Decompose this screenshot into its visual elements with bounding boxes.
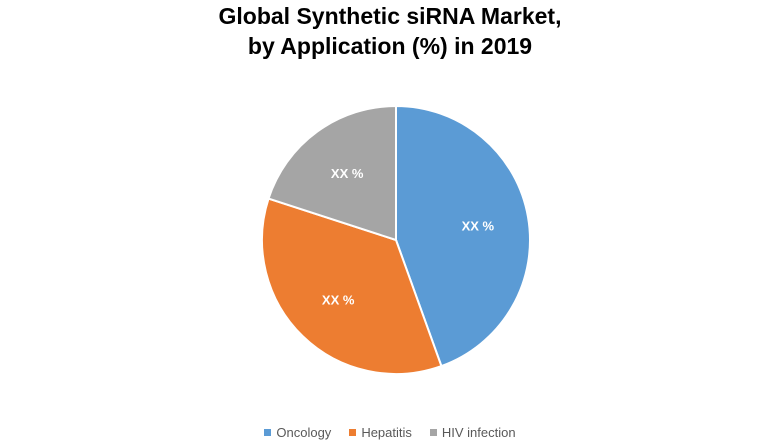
pie-slice-oncology [395, 104, 531, 368]
legend-item-hiv-infection: HIV infection [429, 425, 516, 440]
pie-slice-hepatitis [261, 197, 443, 375]
legend-swatch-hepatitis [349, 429, 357, 436]
data-label-hepatitis: XX % [322, 293, 355, 308]
chart-title-line-2: by Application (%) in 2019 [247, 33, 533, 59]
legend-item-hepatitis: Hepatitis [349, 425, 412, 440]
legend-swatch-hiv-infection [429, 429, 437, 436]
legend-label-hepatitis: Hepatitis [361, 425, 412, 440]
chart-title-line-1: Global Synthetic siRNA Market, [218, 3, 562, 29]
data-label-oncology: XX % [462, 219, 495, 234]
pie-slice-hiv-infection [267, 104, 397, 242]
legend: Oncology Hepatitis HIV infection [0, 425, 780, 440]
legend-item-oncology: Oncology [264, 425, 331, 440]
legend-swatch-oncology [264, 429, 272, 436]
legend-label-oncology: Oncology [276, 425, 332, 440]
legend-label-hiv-infection: HIV infection [441, 425, 516, 440]
data-label-hiv-infection: XX % [331, 166, 364, 181]
